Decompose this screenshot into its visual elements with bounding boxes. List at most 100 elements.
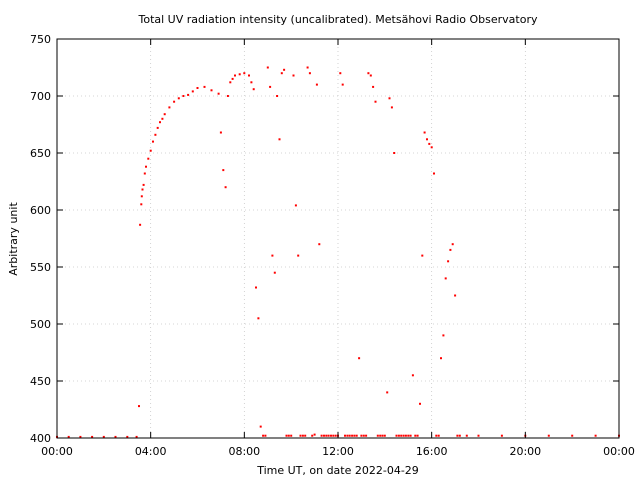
data-point: [327, 434, 330, 437]
y-tick-label: 550: [30, 261, 51, 274]
x-axis-label: Time UT, on date 2022-04-29: [256, 464, 419, 477]
data-point: [229, 81, 232, 84]
data-point: [271, 254, 274, 257]
data-point: [301, 434, 304, 437]
data-point: [376, 434, 379, 437]
data-point: [187, 93, 190, 96]
y-axis-label: Arbitrary unit: [7, 202, 20, 276]
data-point: [456, 434, 459, 437]
data-point: [219, 131, 222, 134]
data-point: [433, 172, 435, 175]
data-point: [238, 73, 241, 76]
data-point: [388, 97, 391, 100]
data-point: [285, 434, 288, 437]
data-point: [114, 435, 117, 438]
data-point: [231, 77, 234, 80]
data-point: [323, 434, 325, 437]
data-point: [203, 85, 206, 88]
data-point: [304, 434, 307, 437]
data-point: [280, 72, 283, 75]
data-point: [149, 149, 152, 152]
data-point: [79, 435, 82, 438]
data-point: [594, 434, 597, 437]
data-point: [226, 95, 229, 97]
data-point: [372, 85, 375, 88]
data-point: [404, 434, 407, 437]
data-point: [243, 72, 246, 75]
data-point: [182, 95, 185, 97]
data-point: [269, 85, 272, 88]
data-point: [421, 254, 424, 257]
data-point: [217, 92, 220, 95]
data-point: [234, 74, 236, 77]
data-point: [381, 434, 384, 437]
data-point: [266, 66, 269, 69]
data-point: [292, 74, 295, 77]
y-tick-label: 650: [30, 147, 51, 160]
data-point: [278, 138, 281, 141]
data-point: [313, 433, 316, 436]
data-point: [348, 434, 351, 437]
data-point: [102, 435, 105, 438]
data-point: [191, 90, 194, 93]
data-point: [147, 157, 150, 160]
data-point: [250, 81, 253, 84]
data-point: [442, 334, 445, 337]
x-tick-label: 16:00: [416, 445, 448, 458]
data-point: [451, 243, 454, 246]
data-point: [500, 434, 503, 437]
data-point: [91, 435, 94, 438]
data-point: [224, 186, 227, 189]
data-point: [290, 434, 293, 437]
data-point: [248, 74, 250, 77]
data-point: [252, 88, 255, 91]
data-point: [458, 434, 461, 437]
y-tick-label: 700: [30, 90, 51, 103]
data-point: [140, 203, 143, 206]
plot-frame: [56, 38, 620, 439]
data-point: [320, 434, 323, 437]
data-point: [346, 434, 349, 437]
data-point: [416, 434, 419, 437]
data-point: [311, 434, 314, 437]
data-point: [435, 434, 438, 437]
data-point: [339, 72, 342, 75]
data-point: [440, 357, 442, 360]
data-point: [142, 183, 145, 186]
data-point: [135, 435, 138, 438]
data-point: [414, 434, 417, 437]
data-point: [173, 100, 176, 103]
data-point: [294, 204, 297, 207]
data-point: [430, 146, 433, 149]
x-tick-label: 08:00: [228, 445, 260, 458]
data-point: [306, 66, 309, 69]
y-tick-label: 500: [30, 318, 51, 331]
data-point: [360, 434, 363, 437]
axis-ticks: 00:00 04:00 08:00 12:00 16:00 20:00 00:0040045…: [30, 33, 635, 458]
data-point: [447, 260, 450, 263]
data-point: [395, 434, 398, 437]
x-tick-label: 04:00: [135, 445, 167, 458]
data-point: [287, 434, 290, 437]
data-point: [369, 74, 372, 77]
data-point: [419, 402, 421, 405]
data-point: [390, 106, 393, 109]
data-point: [168, 106, 171, 109]
data-point: [159, 121, 161, 124]
data-point: [454, 294, 457, 297]
x-tick-label: 00:00: [603, 445, 635, 458]
data-point: [255, 286, 257, 289]
data-point: [283, 68, 286, 71]
data-point: [407, 434, 410, 437]
data-point: [341, 83, 344, 86]
data-point: [257, 317, 260, 320]
y-tick-label: 750: [30, 33, 51, 46]
data-point: [140, 195, 143, 198]
data-point: [428, 142, 431, 145]
data-point: [67, 435, 70, 438]
data-point: [547, 434, 550, 437]
data-point: [411, 374, 414, 377]
data-point: [262, 434, 265, 437]
data-point: [358, 357, 361, 360]
data-point: [154, 133, 157, 136]
